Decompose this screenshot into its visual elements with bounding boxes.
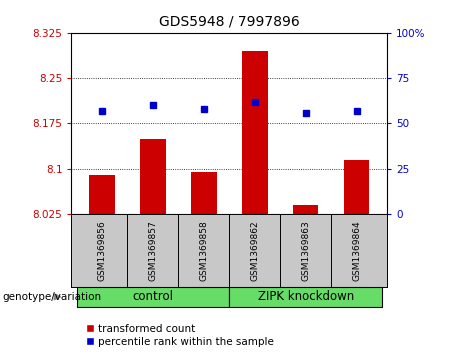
Bar	[77, 287, 229, 307]
Bar	[293, 205, 319, 214]
Legend: transformed count, percentile rank within the sample: transformed count, percentile rank withi…	[86, 324, 274, 347]
Bar	[229, 287, 382, 307]
Bar	[89, 175, 115, 214]
Text: GSM1369864: GSM1369864	[352, 220, 361, 281]
Text: GSM1369858: GSM1369858	[199, 220, 208, 281]
Bar	[242, 51, 267, 214]
Text: GSM1369863: GSM1369863	[301, 220, 310, 281]
Bar	[191, 172, 217, 214]
Text: control: control	[132, 290, 173, 303]
Bar	[344, 160, 369, 214]
Bar	[140, 139, 165, 214]
Text: genotype/variation: genotype/variation	[2, 292, 101, 302]
Title: GDS5948 / 7997896: GDS5948 / 7997896	[159, 15, 300, 29]
Text: GSM1369856: GSM1369856	[98, 220, 106, 281]
Text: GSM1369862: GSM1369862	[250, 220, 260, 281]
Text: ZIPK knockdown: ZIPK knockdown	[258, 290, 354, 303]
Text: GSM1369857: GSM1369857	[148, 220, 158, 281]
